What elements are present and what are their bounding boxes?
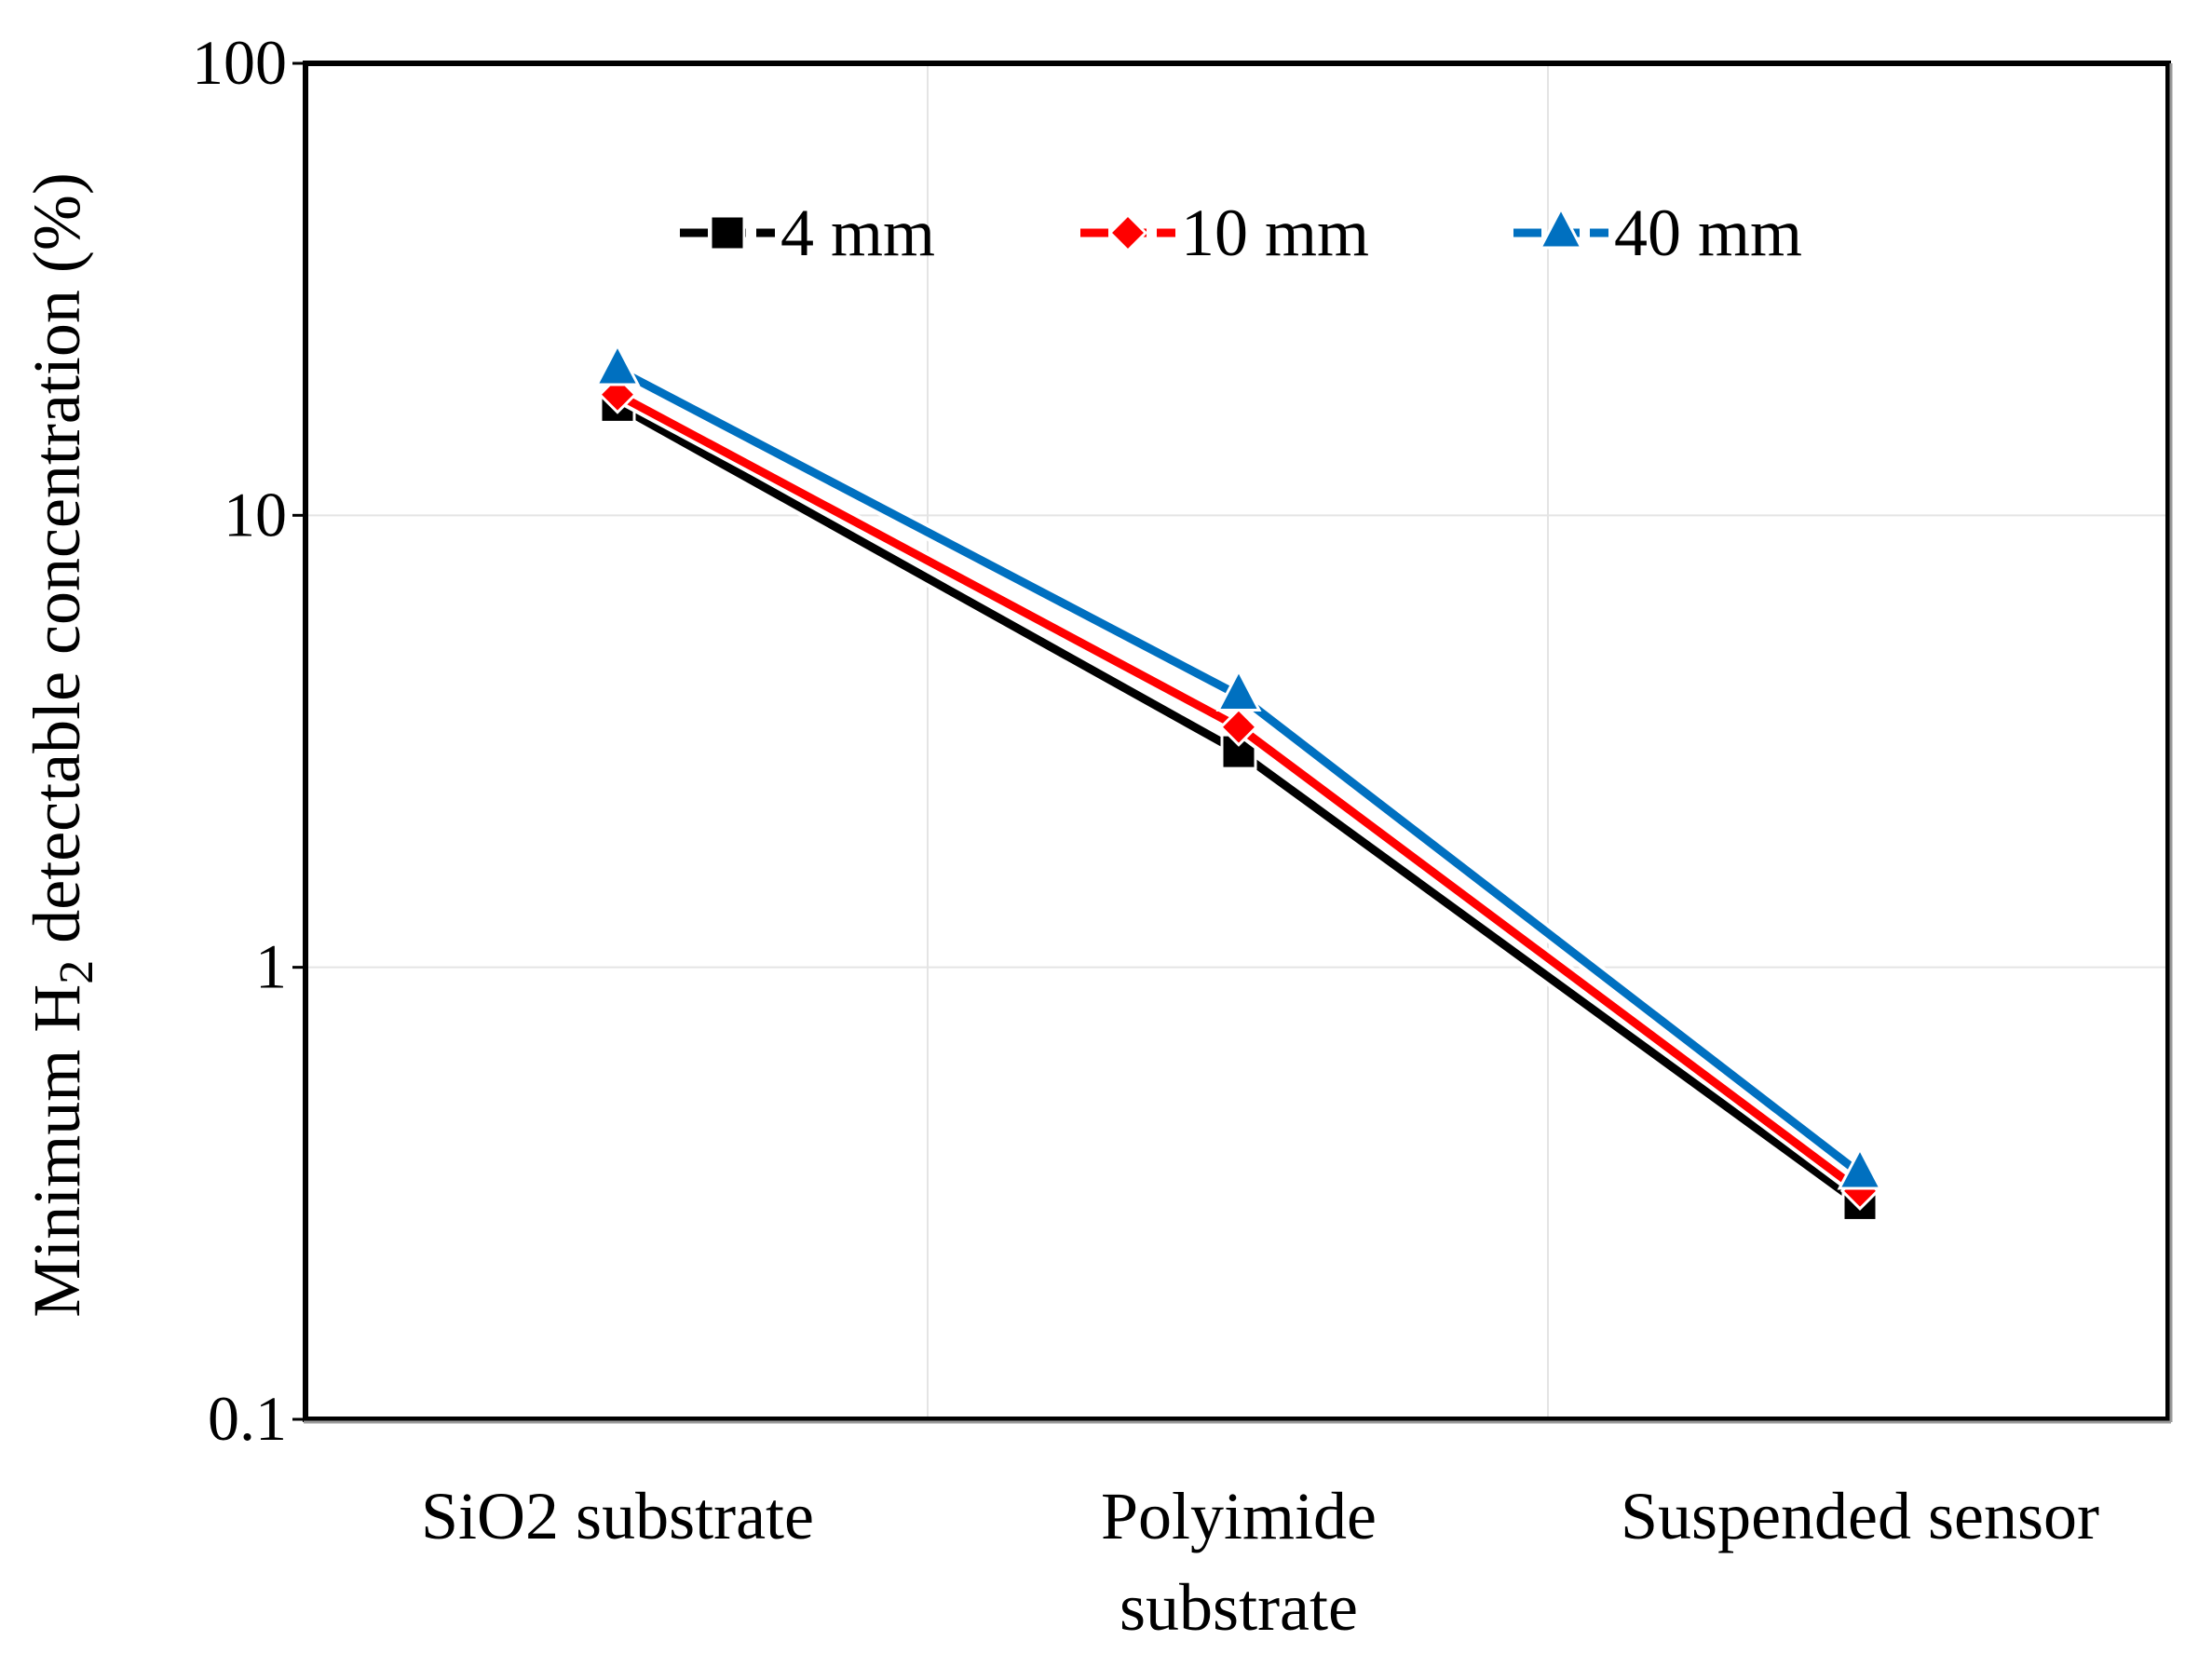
y-tick-label-1: 10 bbox=[224, 479, 287, 549]
legend-label-1: 10 mm bbox=[1181, 196, 1369, 270]
data-point-2-1 bbox=[1215, 668, 1262, 712]
y-axis-label-prefix: Minimum H bbox=[20, 984, 94, 1318]
legend-swatch-marker-1 bbox=[1107, 212, 1148, 253]
y-axis-label-subscript: 2 bbox=[50, 960, 103, 984]
x-category-label-2-line-0: Suspended sensor bbox=[1621, 1479, 2099, 1553]
series-40-mm bbox=[594, 342, 1883, 1190]
axes bbox=[303, 61, 2173, 1424]
y-axis-label: Minimum H2 detectable concentration (%) bbox=[20, 172, 103, 1318]
y-tick-label-0: 100 bbox=[192, 27, 287, 98]
data-point-2-0 bbox=[594, 342, 641, 386]
series-4-mm bbox=[599, 386, 1879, 1222]
legend: 4 mm 10 mm 40 mm bbox=[680, 196, 1802, 270]
plot-frame bbox=[303, 61, 2171, 1422]
series-group bbox=[594, 342, 1883, 1222]
x-category-label-0-line-0: SiO2 substrate bbox=[421, 1479, 814, 1553]
legend-label-2: 40 mm bbox=[1614, 196, 1802, 270]
x-category-label-1-line-0: Polyimide bbox=[1101, 1479, 1377, 1553]
legend-item-2: 40 mm bbox=[1513, 196, 1802, 270]
legend-swatch-marker-0 bbox=[709, 214, 746, 251]
legend-swatch-marker-2 bbox=[1538, 205, 1584, 250]
series-line-0 bbox=[615, 401, 1863, 1208]
series-line-outline-0 bbox=[613, 398, 1866, 1211]
x-category-label-1-line-1: substrate bbox=[1120, 1570, 1358, 1645]
y-axis-label-suffix: detectable concentration (%) bbox=[20, 172, 94, 960]
legend-label-0: 4 mm bbox=[780, 196, 935, 270]
legend-item-1: 10 mm bbox=[1080, 196, 1369, 270]
data-point-2-2 bbox=[1837, 1146, 1883, 1190]
y-ticks: 100 10 1 0.1 bbox=[192, 27, 305, 1454]
y-tick-label-3: 0.1 bbox=[208, 1383, 287, 1454]
x-category-labels: SiO2 substrate Polyimide substrate Suspende… bbox=[421, 1479, 2099, 1645]
y-tick-label-2: 1 bbox=[255, 931, 287, 1002]
data-point-1-1 bbox=[1218, 707, 1259, 747]
legend-item-0: 4 mm bbox=[680, 196, 935, 270]
